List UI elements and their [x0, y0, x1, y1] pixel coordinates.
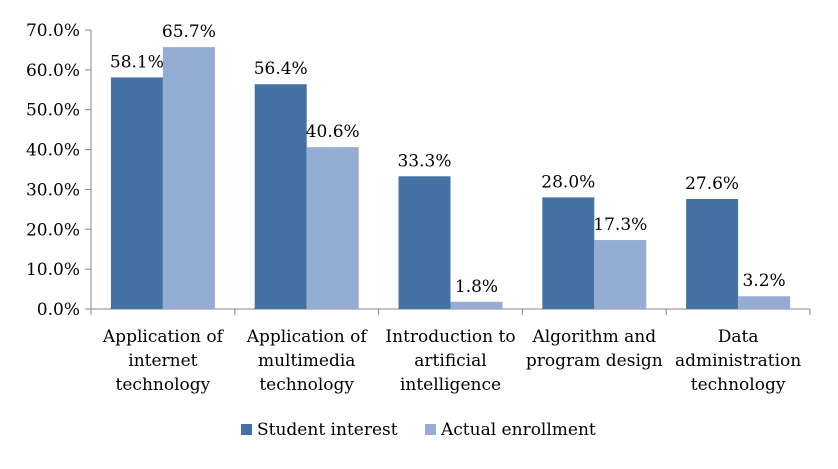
bar	[162, 47, 215, 309]
bar	[738, 296, 791, 309]
data-label: 56.4%	[254, 59, 308, 79]
bars	[110, 47, 791, 310]
legend-label: Student interest	[257, 420, 398, 440]
x-tick-label-line: Application of	[102, 327, 225, 347]
data-labels: 58.1% 65.7% 56.4% 40.6% 33.3% 1.8% 28.0% 17.3% 2…	[110, 22, 786, 297]
x-tick-label-line: technology	[116, 375, 211, 395]
legend: Student interest Actual enrollment	[241, 420, 596, 440]
legend-swatch	[425, 424, 436, 435]
x-tick-label-line: Data	[718, 327, 759, 347]
y-tick-label: 70.0%	[26, 21, 80, 41]
data-label: 1.8%	[455, 277, 498, 297]
x-tick-label-line: technology	[691, 375, 786, 395]
data-label: 28.0%	[541, 172, 595, 192]
bar	[594, 240, 647, 309]
bar	[110, 77, 163, 310]
x-tick-label: Data administration technology	[675, 327, 801, 395]
x-tick-label-line: technology	[259, 375, 354, 395]
x-tick-label: Algorithm and program design	[526, 327, 663, 371]
data-label: 33.3%	[397, 151, 451, 171]
bar	[686, 198, 739, 309]
data-label: 3.2%	[742, 271, 785, 291]
bar	[398, 176, 451, 309]
x-tick-label-line: artificial	[414, 351, 486, 371]
x-tick-label-line: multimedia	[258, 351, 355, 371]
y-tick-label: 30.0%	[26, 180, 80, 200]
y-tick-label: 0.0%	[37, 300, 80, 320]
legend-label: Actual enrollment	[440, 420, 596, 440]
y-tick-label: 50.0%	[26, 101, 80, 121]
y-tick-label: 60.0%	[26, 61, 80, 81]
y-tick-label: 10.0%	[26, 260, 80, 280]
y-tick-label: 20.0%	[26, 220, 80, 240]
x-tick-label-line: intelligence	[400, 375, 501, 395]
bar	[306, 147, 359, 309]
x-tick-label: Application of internet technology	[102, 327, 225, 395]
data-label: 40.6%	[306, 122, 360, 142]
x-tick-label-line: Application of	[246, 327, 369, 347]
data-label: 58.1%	[110, 52, 164, 72]
x-tick-label-line: internet	[128, 351, 197, 371]
legend-swatch	[241, 424, 252, 435]
bar	[542, 197, 595, 309]
y-tick-labels: 0.0% 10.0% 20.0% 30.0% 40.0% 50.0% 60.0% 70.0%	[26, 21, 80, 320]
legend-item: Actual enrollment	[425, 420, 596, 440]
x-tick-label-line: program design	[526, 351, 663, 371]
bar	[450, 301, 503, 309]
x-tick-label: Introduction to artificial intelligence	[385, 327, 515, 395]
data-label: 65.7%	[162, 22, 216, 42]
x-tick-labels: Application of internet technologyApplicat…	[102, 327, 801, 395]
x-tick-label-line: administration	[675, 351, 801, 371]
x-tick-label-line: Introduction to	[385, 327, 515, 347]
data-label: 17.3%	[593, 215, 647, 235]
x-tick-label: Application of multimedia technology	[246, 327, 369, 395]
x-tick-label-line: Algorithm and	[531, 327, 656, 347]
bar	[254, 84, 307, 309]
y-tick-label: 40.0%	[26, 141, 80, 161]
legend-item: Student interest	[241, 420, 398, 440]
data-label: 27.6%	[685, 174, 739, 194]
